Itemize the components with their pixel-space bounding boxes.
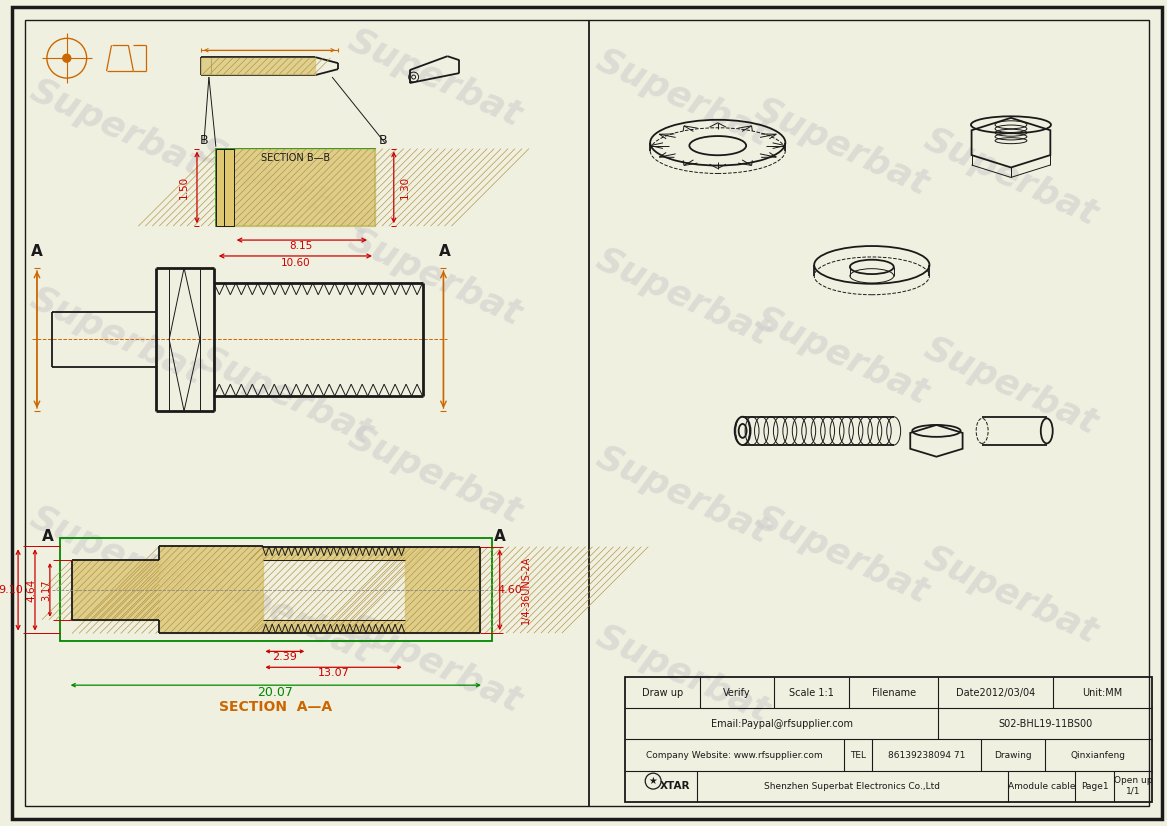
Text: Superbat: Superbat	[342, 222, 526, 332]
Text: Email:Paypal@rfsupplier.com: Email:Paypal@rfsupplier.com	[711, 719, 853, 729]
Text: 1/4-36UNS-2A: 1/4-36UNS-2A	[520, 556, 531, 624]
Text: Superbat: Superbat	[342, 610, 526, 719]
Text: TEL: TEL	[850, 751, 866, 760]
Text: Shenzhen Superbat Electronics Co.,Ltd: Shenzhen Superbat Electronics Co.,Ltd	[764, 781, 941, 790]
Text: A: A	[42, 529, 54, 544]
Bar	[216, 149, 233, 226]
Text: Superbat: Superbat	[591, 620, 775, 729]
Text: Superbat: Superbat	[750, 500, 934, 610]
Text: SECTION B—B: SECTION B—B	[260, 153, 330, 163]
Text: 4.60: 4.60	[497, 585, 522, 595]
Text: Superbat: Superbat	[591, 440, 775, 550]
Text: Qinxianfeng: Qinxianfeng	[1071, 751, 1126, 760]
Text: Superbat: Superbat	[194, 132, 378, 242]
Text: Superbat: Superbat	[918, 540, 1103, 650]
Text: 20.07: 20.07	[258, 686, 293, 699]
Text: Drawing: Drawing	[994, 751, 1032, 760]
Text: Superbat: Superbat	[918, 122, 1103, 232]
Text: Company Website: www.rfsupplier.com: Company Website: www.rfsupplier.com	[647, 751, 823, 760]
Circle shape	[63, 55, 71, 62]
Text: Superbat: Superbat	[750, 93, 934, 202]
Text: Superbat: Superbat	[194, 341, 378, 451]
Text: Superbat: Superbat	[591, 242, 775, 352]
Text: Superbat: Superbat	[750, 301, 934, 411]
Text: Superbat: Superbat	[342, 420, 526, 530]
Text: Superbat: Superbat	[25, 500, 209, 610]
Text: Filename: Filename	[872, 688, 916, 698]
Text: Amodule cable: Amodule cable	[1007, 781, 1075, 790]
Text: Superbat: Superbat	[918, 331, 1103, 441]
Text: Page1: Page1	[1081, 781, 1109, 790]
Text: B: B	[378, 134, 387, 147]
Text: 4.64: 4.64	[26, 578, 36, 601]
Text: 2.39: 2.39	[272, 653, 296, 662]
Text: Date2012/03/04: Date2012/03/04	[956, 688, 1035, 698]
Text: Superbat: Superbat	[194, 560, 378, 670]
Text: 3.17: 3.17	[41, 579, 51, 601]
Text: 8.15: 8.15	[289, 241, 313, 251]
Text: ★: ★	[649, 776, 657, 786]
Text: Superbat: Superbat	[25, 282, 209, 392]
Text: B: B	[200, 134, 208, 147]
Text: Superbat: Superbat	[25, 73, 209, 183]
Text: Verify: Verify	[724, 688, 750, 698]
Text: Unit:MM: Unit:MM	[1082, 688, 1123, 698]
Bar	[626, 677, 1152, 801]
Bar	[60, 539, 491, 642]
Text: Draw up: Draw up	[642, 688, 683, 698]
Text: SECTION  A—A: SECTION A—A	[219, 700, 333, 714]
Text: Open up
1/1: Open up 1/1	[1114, 776, 1153, 795]
Text: 13.07: 13.07	[317, 668, 349, 678]
Text: S02-BHL19-11BS00: S02-BHL19-11BS00	[998, 719, 1092, 729]
Text: 86139238094 71: 86139238094 71	[888, 751, 965, 760]
Text: A: A	[32, 244, 43, 259]
Text: Scale 1:1: Scale 1:1	[789, 688, 834, 698]
Text: 9.10: 9.10	[0, 585, 22, 595]
Text: A: A	[494, 529, 505, 544]
Text: Superbat: Superbat	[591, 43, 775, 153]
Bar	[216, 149, 375, 226]
Text: Superbat: Superbat	[342, 23, 526, 133]
Text: 1.30: 1.30	[400, 176, 410, 199]
Text: XTAR: XTAR	[659, 781, 691, 791]
Text: 1.50: 1.50	[179, 176, 189, 199]
Text: A: A	[439, 244, 450, 259]
Text: 10.60: 10.60	[280, 258, 310, 268]
